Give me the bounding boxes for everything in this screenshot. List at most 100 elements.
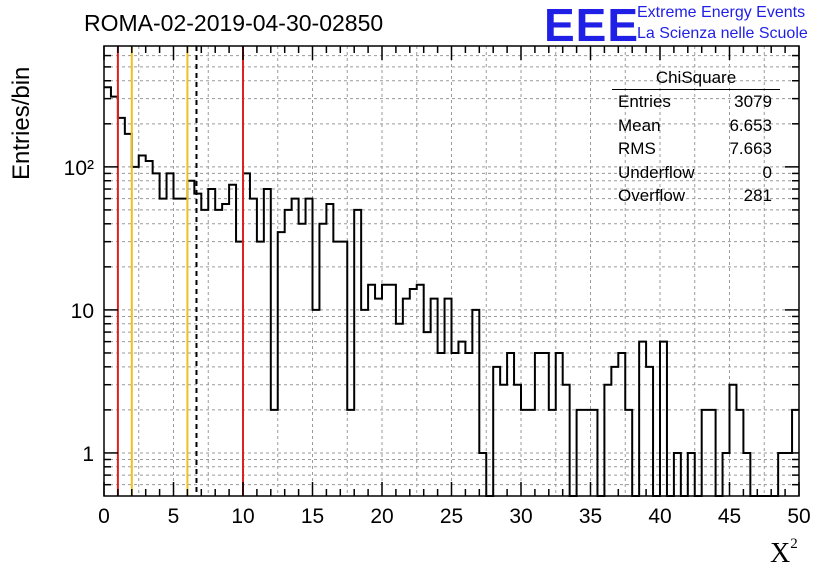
histogram-bin xyxy=(257,242,264,496)
histogram-bin xyxy=(528,410,535,496)
x-tick-label: 0 xyxy=(98,505,110,528)
histogram-bin xyxy=(410,289,417,496)
x-tick-label: 35 xyxy=(579,505,602,528)
histogram-bin xyxy=(292,199,299,496)
stats-row-mean: Mean 6.653 xyxy=(612,114,780,138)
histogram-bin xyxy=(535,353,542,496)
x-tick-label: 15 xyxy=(301,505,324,528)
histogram-bin xyxy=(229,185,236,496)
histogram-bin xyxy=(521,410,528,496)
histogram-bin xyxy=(424,332,431,496)
histogram-bin xyxy=(479,453,486,496)
histogram-bin xyxy=(319,224,326,496)
stats-row-rms: RMS 7.663 xyxy=(612,137,780,161)
histogram-bin xyxy=(389,285,396,496)
histogram-bin xyxy=(236,242,243,496)
histogram-bin xyxy=(702,410,709,496)
histogram-bin xyxy=(180,199,187,496)
histogram-bin xyxy=(549,410,556,496)
histogram-bin xyxy=(347,410,354,496)
stats-label: Overflow xyxy=(618,186,686,205)
histogram-bin xyxy=(563,385,570,496)
histogram-bin xyxy=(674,453,681,496)
histogram-bin xyxy=(660,342,667,496)
histogram-bin xyxy=(208,189,215,496)
histogram-bin xyxy=(396,324,403,496)
x-tick-label: 50 xyxy=(787,505,810,528)
histogram-bin xyxy=(285,210,292,496)
stats-value: 281 xyxy=(743,186,772,205)
chart-title: ROMA-02-2019-04-30-02850 xyxy=(84,10,384,36)
histogram-bin xyxy=(222,204,229,496)
histogram-bin xyxy=(160,199,167,496)
histogram-bin xyxy=(646,367,653,496)
stats-label: RMS xyxy=(618,139,656,158)
histogram-bin xyxy=(118,118,125,496)
histogram-bin xyxy=(111,97,118,496)
histogram-bin xyxy=(382,285,389,496)
histogram-bin xyxy=(514,385,521,496)
histogram-bin xyxy=(368,285,375,496)
histogram-bin xyxy=(194,194,201,496)
histogram-bin xyxy=(354,210,361,496)
histogram-bin xyxy=(403,299,410,496)
stats-value: 3079 xyxy=(734,92,772,111)
histogram-bin xyxy=(639,342,646,496)
histogram-bin xyxy=(299,224,306,496)
histogram-bin xyxy=(577,410,584,496)
x-tick-label: 45 xyxy=(718,505,741,528)
stats-value: 7.663 xyxy=(729,139,772,158)
y-tick-label: 10² xyxy=(64,157,94,180)
histogram-bin xyxy=(452,353,459,496)
histogram-bin xyxy=(146,161,153,496)
histogram-bin xyxy=(167,173,174,496)
histogram-bin xyxy=(458,342,465,496)
histogram-bin xyxy=(139,156,146,496)
logo-subtitle-1: Extreme Energy Events xyxy=(637,4,806,21)
histogram-bin xyxy=(271,410,278,496)
x-tick-label: 40 xyxy=(648,505,671,528)
histogram-bin xyxy=(618,353,625,496)
histogram-bin xyxy=(243,173,250,496)
histogram-bin xyxy=(153,173,160,496)
histogram-bin xyxy=(465,353,472,496)
histogram-bin xyxy=(132,167,139,496)
histogram-bin xyxy=(201,210,208,496)
histogram-bin xyxy=(584,410,591,496)
histogram-bin xyxy=(215,210,222,496)
histogram-bin xyxy=(326,204,333,496)
histogram-bin xyxy=(361,310,368,496)
histogram-bin xyxy=(778,453,785,496)
histogram-bin xyxy=(174,199,181,496)
histogram-bin xyxy=(542,353,549,496)
x-tick-label: 20 xyxy=(370,505,393,528)
logo-subtitle-2: La Scienza nelle Scuole xyxy=(637,25,808,42)
histogram-bin xyxy=(125,134,132,496)
stats-label: Entries xyxy=(618,92,671,111)
histogram-bin xyxy=(785,453,792,496)
histogram-bin xyxy=(688,453,695,496)
y-tick-label: 1 xyxy=(82,443,94,466)
histogram-bin xyxy=(604,385,611,496)
histogram-bin xyxy=(591,410,598,496)
histogram-bin xyxy=(445,299,452,496)
histogram-bin xyxy=(611,367,618,496)
stats-row-underflow: Underflow 0 xyxy=(612,161,780,185)
histogram-bin xyxy=(500,385,507,496)
histogram-bin xyxy=(375,299,382,496)
stats-label: Mean xyxy=(618,115,661,135)
histogram-bin xyxy=(709,410,716,496)
x-tick-label: 30 xyxy=(509,505,532,528)
stats-label: Underflow xyxy=(618,162,695,182)
histogram-bin xyxy=(556,353,563,496)
histogram-bin xyxy=(472,310,479,496)
histogram-bin xyxy=(743,453,750,496)
histogram-bin xyxy=(417,285,424,496)
stats-header: ChiSquare xyxy=(612,68,780,90)
histogram-bin xyxy=(736,410,743,496)
histogram-bin xyxy=(187,181,194,496)
x-axis-label: X2 xyxy=(770,535,798,569)
histogram-bin xyxy=(306,199,313,496)
histogram-bin xyxy=(264,189,271,496)
